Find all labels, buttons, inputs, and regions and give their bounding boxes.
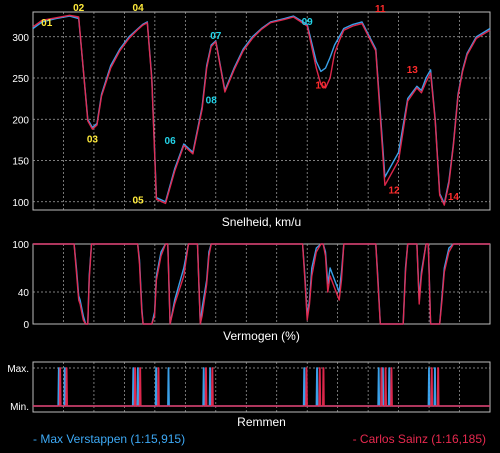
corner-annotation-06: 06 <box>165 136 177 147</box>
series-line-sainz <box>32 14 491 206</box>
x-axis-label: Remmen <box>237 415 286 429</box>
panel-frame <box>32 11 491 211</box>
y-tick-label: Max. <box>7 364 29 375</box>
corner-annotation-02: 02 <box>73 3 85 14</box>
corner-annotation-10: 10 <box>315 81 327 92</box>
corner-annotation-01: 01 <box>41 18 53 29</box>
y-tick-label: 300 <box>12 33 29 44</box>
panel-frame <box>32 243 491 325</box>
corner-annotation-12: 12 <box>388 186 400 197</box>
y-tick-label: 40 <box>18 288 30 299</box>
y-tick-label: 150 <box>12 157 29 168</box>
y-tick-label: 200 <box>12 115 29 126</box>
series-line-verstappen <box>32 15 491 205</box>
corner-annotation-09: 09 <box>302 17 314 28</box>
corner-annotation-07: 07 <box>210 31 222 42</box>
y-tick-label: 0 <box>23 320 29 331</box>
corner-annotation-03: 03 <box>87 134 99 145</box>
legend-sainz: - Carlos Sainz (1:16,185) <box>352 432 486 446</box>
corner-annotation-11: 11 <box>375 4 386 15</box>
y-tick-label: 100 <box>12 240 29 251</box>
y-tick-label: 100 <box>12 198 29 209</box>
y-tick-label: 250 <box>12 74 29 85</box>
corner-annotation-05: 05 <box>133 195 145 206</box>
corner-annotation-13: 13 <box>407 65 419 76</box>
chart-panel-3: Max. Min. Remmen <box>7 361 491 429</box>
corner-annotation-04: 04 <box>133 3 145 14</box>
corner-annotation-08: 08 <box>206 96 218 107</box>
legend-verstappen: - Max Verstappen (1:15,915) <box>33 432 186 446</box>
x-axis-label: Vermogen (%) <box>223 329 300 343</box>
x-axis-label: Snelheid, km/u <box>222 215 301 229</box>
chart-panel-1: 100 150 200 250 300 Snelheid, km/u 01 02 03 04 05 0… <box>12 3 491 229</box>
y-tick-label: Min. <box>10 402 29 413</box>
chart-panel-2: 0 40 100 Vermogen (%) <box>12 240 491 343</box>
series-line-sainz <box>33 243 490 325</box>
panel-frame <box>32 361 491 413</box>
corner-annotation-14: 14 <box>448 192 460 203</box>
series-line-sainz <box>33 367 490 407</box>
series-line-verstappen <box>33 367 490 407</box>
